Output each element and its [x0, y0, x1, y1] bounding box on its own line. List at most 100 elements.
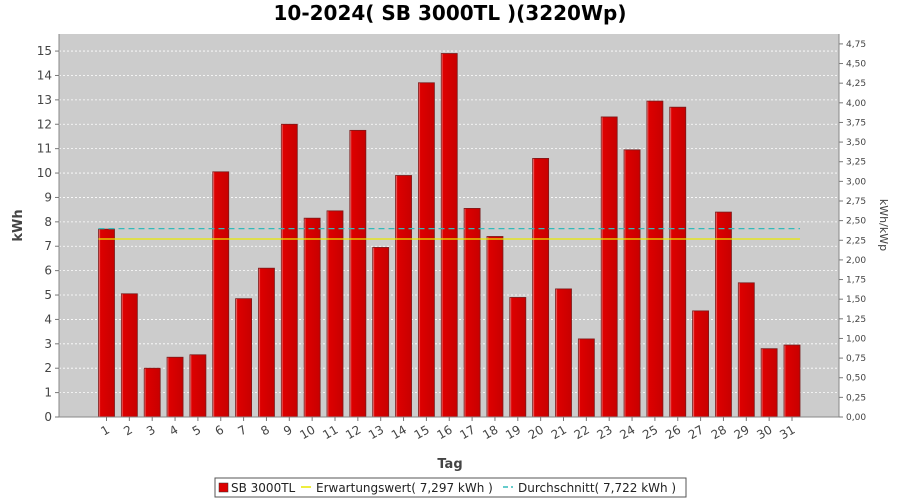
x-tick-label: 10 [297, 422, 317, 442]
x-tick-label: 20 [526, 422, 546, 442]
bar-day-2 [120, 293, 138, 418]
x-tick-label: 31 [777, 422, 797, 442]
x-tick-label: 1 [98, 422, 112, 438]
bar-day-4 [166, 356, 184, 418]
y2-tick-label: 3,50 [846, 138, 866, 148]
x-tick-label: 17 [457, 422, 477, 442]
y-tick-label: 14 [37, 68, 52, 82]
bar-day-26 [669, 106, 687, 418]
x-tick-label: 6 [213, 422, 227, 438]
bar-day-5 [189, 354, 207, 418]
y2-tick-label: 2,25 [846, 236, 866, 246]
x-tick-label: 22 [572, 422, 592, 442]
y-axis-label: kWh [11, 209, 26, 241]
y-tick-label: 10 [37, 166, 52, 180]
bar-day-14 [395, 175, 412, 418]
y-tick-label: 9 [44, 190, 52, 204]
x-tick-label: 24 [617, 422, 637, 442]
reference-lines [98, 227, 800, 240]
y2-tick-label: 4,50 [846, 60, 866, 70]
y2-tick-label: 4,25 [846, 79, 866, 89]
bar-day-10 [303, 217, 321, 418]
y2-tick-label: 3,75 [846, 118, 866, 128]
y-tick-label: 11 [37, 142, 52, 156]
bar-day-3 [143, 367, 161, 418]
y-tick-label: 4 [44, 312, 52, 326]
legend-box [214, 477, 687, 498]
y-tick-label: 7 [44, 239, 52, 253]
bar-day-28 [715, 211, 732, 418]
bar-day-19 [509, 297, 527, 418]
bar-day-31 [783, 344, 801, 418]
bar-day-11 [326, 210, 344, 418]
x-tick-label: 27 [686, 422, 706, 442]
bar-day-25 [646, 100, 664, 418]
y-tick-label: 1 [44, 386, 52, 400]
bar-day-12 [349, 129, 367, 418]
y-tick-label: 2 [44, 361, 52, 375]
y-tick-label: 12 [37, 117, 52, 131]
x-tick-label: 4 [167, 422, 181, 438]
y2-tick-label: 1,50 [846, 295, 866, 305]
y-tick-label: 15 [37, 44, 52, 58]
bar-day-20 [532, 158, 550, 418]
y-tick-label: 3 [44, 337, 52, 351]
x-tick-label: 14 [389, 422, 409, 442]
y-tick-label: 0 [44, 410, 52, 424]
x-tick-label: 13 [366, 422, 386, 442]
x-tick-label: 30 [754, 422, 774, 442]
y2-tick-label: 3,25 [846, 158, 866, 168]
bar-day-23 [600, 116, 618, 418]
y-tick-label: 6 [44, 264, 52, 278]
x-tick-label: 12 [343, 422, 363, 442]
bar-day-29 [737, 282, 755, 418]
bar-day-16 [440, 53, 458, 418]
y2-tick-label: 4,00 [846, 99, 866, 109]
x-tick-label: 16 [435, 422, 455, 442]
bar-day-24 [623, 149, 641, 418]
bars [98, 53, 801, 418]
legend-label-erwartungswert: Erwartungswert( 7,297 kWh ) [316, 481, 493, 495]
bar-day-17 [463, 208, 481, 418]
y2-tick-label: 1,00 [846, 334, 866, 344]
x-tick-label: 23 [594, 422, 614, 442]
bar-day-6 [212, 171, 230, 418]
y2-axis-ticks: 0,00 0,25 0,50 0,75 1,00 1,25 1,50 1,75 2,00 2,25… [839, 40, 866, 423]
x-tick-label: 26 [663, 422, 683, 442]
y2-tick-label: 0,75 [846, 354, 866, 364]
bar-day-15 [417, 82, 435, 418]
x-tick-label: 18 [480, 422, 500, 442]
bar-day-30 [760, 348, 778, 418]
x-tick-label: 28 [709, 422, 729, 442]
x-axis-ticks: 1 2 3 4 5 6 7 8 9 10 11 12 13 14 15 16 17 18 19 20 21 22 23 24 2… [98, 417, 798, 442]
x-axis-label: Tag [437, 457, 462, 472]
legend-label-durchschnitt: Durchschnitt( 7,722 kWh ) [518, 481, 676, 495]
x-tick-label: 5 [190, 422, 204, 438]
bar-day-7 [235, 298, 253, 418]
y2-tick-label: 3,00 [846, 177, 866, 187]
y2-axis-label: kWh/kWp [877, 199, 890, 251]
chart-title: 10-2024( SB 3000TL )(3220Wp) [274, 1, 627, 25]
legend: SB 3000TL Erwartungswert( 7,297 kWh ) Du… [214, 477, 687, 498]
x-tick-label: 3 [144, 422, 158, 438]
bar-day-8 [258, 267, 275, 418]
x-tick-label: 29 [732, 422, 752, 442]
bar-day-9 [280, 123, 298, 418]
x-tick-label: 8 [258, 422, 272, 438]
bar-day-22 [577, 338, 595, 418]
y-tick-label: 13 [37, 93, 52, 107]
bar-day-1 [98, 228, 115, 418]
legend-swatch-sb3000tl [218, 482, 229, 493]
x-tick-label: 25 [640, 422, 660, 442]
y2-tick-label: 0,50 [846, 374, 866, 384]
x-tick-label: 19 [503, 422, 523, 442]
bar-day-13 [372, 247, 390, 418]
y2-tick-label: 1,25 [846, 315, 866, 325]
x-tick-label: 21 [549, 422, 569, 442]
y-tick-label: 5 [44, 288, 52, 302]
x-tick-label: 2 [121, 422, 135, 438]
x-tick-label: 7 [235, 422, 249, 438]
y2-tick-label: 2,00 [846, 256, 866, 266]
y2-tick-label: 1,75 [846, 276, 866, 286]
